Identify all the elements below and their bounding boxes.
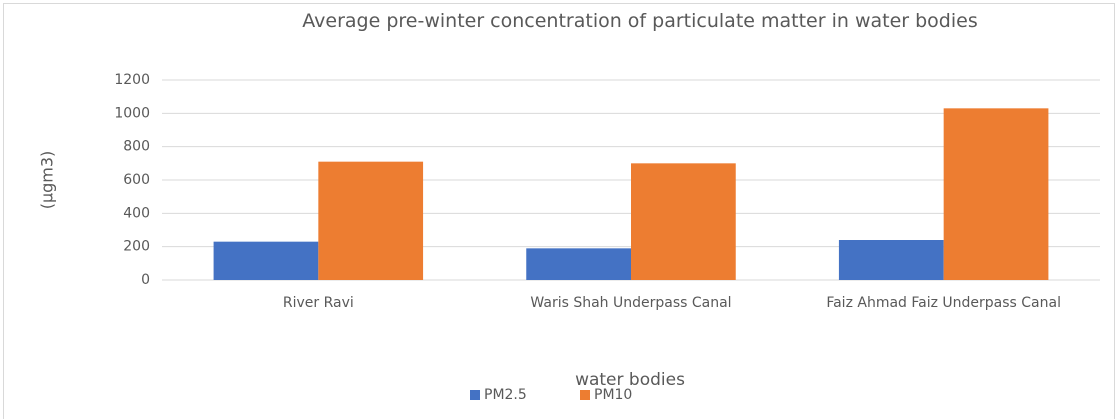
x-tick-label: Waris Shah Underpass Canal [530,295,732,311]
y-tick-label: 1000 [114,105,150,121]
legend-swatch [470,390,480,400]
bar [631,163,736,280]
x-tick-label: Faiz Ahmad Faiz Underpass Canal [826,295,1061,311]
chart-title: Average pre-winter concentration of part… [302,10,978,32]
y-axis-label: (µgm3) [38,151,57,210]
bar [526,248,631,280]
y-tick-label: 1200 [114,72,150,88]
bar [213,241,319,280]
x-axis-label: water bodies [575,370,685,390]
x-tick-label: River Ravi [282,295,354,311]
y-tick-label: 200 [123,239,150,255]
legend-label: PM10 [594,387,632,403]
bar [318,161,424,280]
y-tick-label: 400 [123,205,150,221]
bar [943,108,1049,280]
bar [838,240,944,280]
y-tick-label: 0 [141,272,150,288]
y-tick-label: 800 [123,139,150,155]
legend-label: PM2.5 [484,387,527,403]
legend-swatch [580,390,590,400]
y-tick-label: 600 [123,172,150,188]
chart-border [3,3,1115,419]
